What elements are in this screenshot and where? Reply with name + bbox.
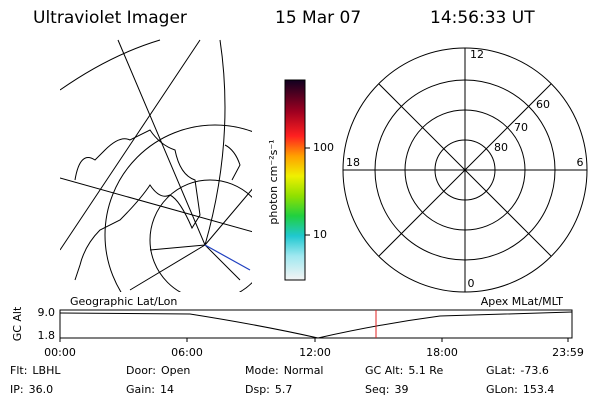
info-label: Gain: <box>126 383 155 396</box>
info-label: GC Alt: <box>365 364 403 377</box>
lat-label: 60 <box>536 98 550 111</box>
info-value: 153.4 <box>523 383 555 396</box>
info-label: GLat: <box>486 364 515 377</box>
timeline-right-title: Apex MLat/MLT <box>481 295 564 308</box>
timeline-x-tick: 06:00 <box>171 346 203 359</box>
lat-label: 70 <box>514 121 528 134</box>
timeline-y-tick: 9.0 <box>38 306 56 319</box>
info-value: 5.1 Re <box>408 364 443 377</box>
mlt-label: 18 <box>346 156 360 169</box>
colorbar-tick-label: 10 <box>313 228 327 241</box>
mlt-label: 6 <box>577 156 584 169</box>
timeline-x-tick: 00:00 <box>44 346 76 359</box>
mlt-label: 12 <box>470 48 484 61</box>
colorbar-tick-label: 100 <box>313 141 334 154</box>
title: Ultraviolet Imager <box>33 8 187 28</box>
lat-label: 80 <box>494 141 508 154</box>
info-value: 36.0 <box>29 383 54 396</box>
info-label: GLon: <box>486 383 518 396</box>
timeline-y-label: GC Alt <box>11 306 24 341</box>
info-label: IP: <box>10 383 24 396</box>
info-label: Mode: <box>245 364 279 377</box>
info-value: 5.7 <box>275 383 293 396</box>
timeline-x-tick: 18:00 <box>426 346 458 359</box>
colorbar-label: photon cm⁻²s⁻¹ <box>267 139 280 224</box>
info-label: Seq: <box>365 383 389 396</box>
info-value: 14 <box>160 383 174 396</box>
timeline-x-tick: 23:59 <box>552 346 584 359</box>
info-label: Flt: <box>10 364 27 377</box>
polar-grid <box>342 47 588 293</box>
mlt-label: 0 <box>468 277 475 290</box>
map <box>60 39 252 292</box>
info-value: -73.6 <box>520 364 548 377</box>
timeline-y-tick: 1.8 <box>38 329 56 342</box>
timeline-x-tick: 12:00 <box>299 346 331 359</box>
info-label: Door: <box>126 364 156 377</box>
info-value: LBHL <box>32 364 61 377</box>
time: 14:56:33 UT <box>430 8 535 28</box>
info-value: Normal <box>284 364 324 377</box>
timeline-left-title: Geographic Lat/Lon <box>70 295 177 308</box>
info-value: 39 <box>394 383 408 396</box>
info-label: Dsp: <box>245 383 270 396</box>
altitude-curve <box>59 311 573 339</box>
info-value: Open <box>161 364 190 377</box>
colorbar <box>284 79 306 281</box>
date: 15 Mar 07 <box>275 8 361 28</box>
